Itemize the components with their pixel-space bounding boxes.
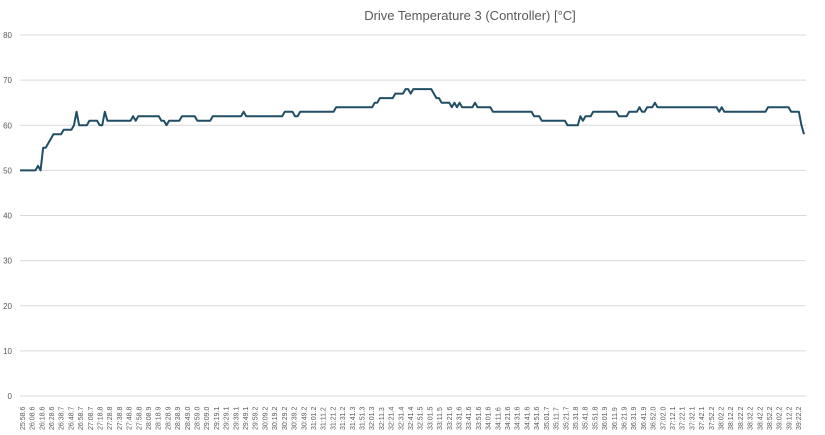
x-tick-label: 25:58.6 [20,407,27,430]
x-tick-label: 33:51.6 [476,407,483,430]
series-line [20,88,805,172]
x-tick-label: 29:19.1 [214,407,221,430]
x-tick-label: 39:12.2 [786,407,793,430]
x-tick-label: 38:52.2 [767,407,774,430]
x-tick-label: 30:29.2 [282,407,289,430]
x-tick-label: 37:12.1 [670,407,677,430]
y-tick-label: 50 [3,166,12,175]
x-tick-label: 29:39.1 [233,407,240,430]
y-tick-label: 0 [8,392,13,401]
y-tick-label: 60 [3,121,12,130]
x-tick-label: 38:02.2 [719,407,726,430]
y-tick-label: 80 [3,31,12,40]
x-tick-label: 39:02.2 [777,407,784,430]
y-tick-label: 70 [3,76,12,85]
x-tick-label: 38:42.2 [757,407,764,430]
x-tick-label: 36:21.9 [621,407,628,430]
series-layer [20,88,805,172]
x-tick-label: 36:11.9 [612,407,619,430]
x-tick-label: 35:21.7 [563,407,570,430]
x-tick-label: 34:01.6 [486,407,493,430]
x-tick-label: 38:22.2 [738,407,745,430]
x-tick-label: 31:11.2 [321,407,328,430]
x-tick-label: 35:51.8 [592,407,599,430]
x-tick-label: 26:48.7 [68,407,75,430]
x-tick-label: 29:49.1 [243,407,250,430]
y-tick-label: 40 [3,212,12,221]
x-tick-label: 36:31.9 [631,407,638,430]
x-tick-label: 28:38.9 [175,407,182,430]
chart-title: Drive Temperature 3 (Controller) [°C] [364,8,576,23]
x-tick-label: 38:12.2 [728,407,735,430]
gridlines [20,34,806,397]
x-tick-label: 32:01.3 [369,407,376,430]
x-tick-label: 27:38.8 [117,407,124,430]
x-tick-label: 27:28.8 [107,407,114,430]
x-tick-label: 38:32.2 [748,407,755,430]
x-tick-label: 37:52.2 [709,407,716,430]
y-tick-label: 20 [3,302,12,311]
x-tick-label: 31:21.2 [330,407,337,430]
x-tick-label: 36:01.9 [602,407,609,430]
y-axis-ticks: 0 10 20 30 40 50 60 70 80 [3,31,12,401]
x-tick-label: 36:41.9 [641,407,648,430]
x-tick-label: 28:49.0 [185,407,192,430]
x-tick-label: 32:21.4 [389,407,396,430]
y-tick-label: 10 [3,347,12,356]
x-tick-label: 33:31.6 [457,407,464,430]
x-tick-label: 32:51.5 [418,407,425,430]
x-tick-label: 30:19.2 [272,407,279,430]
x-tick-label: 37:02.0 [660,407,667,430]
x-tick-label: 32:31.4 [398,407,405,430]
x-tick-label: 30:49.2 [301,407,308,430]
x-tick-label: 39:22.2 [796,407,803,430]
x-axis-ticks: 25:58.6 26:08.6 26:18.6 26:28.6 26:38.7 26:48… [20,407,803,430]
x-tick-label: 35:41.8 [583,407,590,430]
x-tick-label: 26:08.6 [30,407,37,430]
x-tick-label: 34:31.6 [515,407,522,430]
x-tick-label: 37:32.1 [689,407,696,430]
x-tick-label: 27:48.8 [127,407,134,430]
x-tick-label: 28:18.9 [156,407,163,430]
x-tick-label: 27:18.8 [97,407,104,430]
x-tick-label: 29:59.2 [253,407,260,430]
x-tick-label: 34:11.6 [495,407,502,430]
x-tick-label: 34:41.6 [524,407,531,430]
x-tick-label: 37:42.1 [699,407,706,430]
x-tick-label: 31:01.2 [311,407,318,430]
x-tick-label: 30:39.2 [292,407,299,430]
x-tick-label: 26:18.6 [39,407,46,430]
x-tick-label: 28:08.9 [146,407,153,430]
y-tick-label: 30 [3,257,12,266]
x-tick-label: 31:51.3 [359,407,366,430]
x-tick-label: 30:09.2 [262,407,269,430]
x-tick-label: 29:09.0 [204,407,211,430]
x-tick-label: 29:29.1 [224,407,231,430]
x-tick-label: 35:31.8 [573,407,580,430]
x-tick-label: 27:58.8 [136,407,143,430]
x-tick-label: 26:28.6 [49,407,56,430]
x-tick-label: 31:31.2 [340,407,347,430]
x-tick-label: 33:41.6 [466,407,473,430]
x-tick-label: 34:21.6 [505,407,512,430]
x-tick-label: 37:22.1 [680,407,687,430]
x-tick-label: 27:08.7 [88,407,95,430]
x-tick-label: 33:01.5 [427,407,434,430]
x-tick-label: 26:58.7 [78,407,85,430]
x-tick-label: 34:51.6 [534,407,541,430]
x-tick-label: 32:11.3 [379,407,386,430]
x-tick-label: 36:52.0 [651,407,658,430]
x-tick-label: 26:38.7 [59,407,66,430]
x-tick-label: 33:21.6 [447,407,454,430]
x-tick-label: 35:11.7 [554,407,561,430]
x-tick-label: 28:28.9 [165,407,172,430]
x-tick-label: 35:01.7 [544,407,551,430]
x-tick-label: 31:41.3 [350,407,357,430]
x-tick-label: 32:41.4 [408,407,415,430]
x-tick-label: 33:11.5 [437,407,444,430]
x-tick-label: 28:59.0 [195,407,202,430]
